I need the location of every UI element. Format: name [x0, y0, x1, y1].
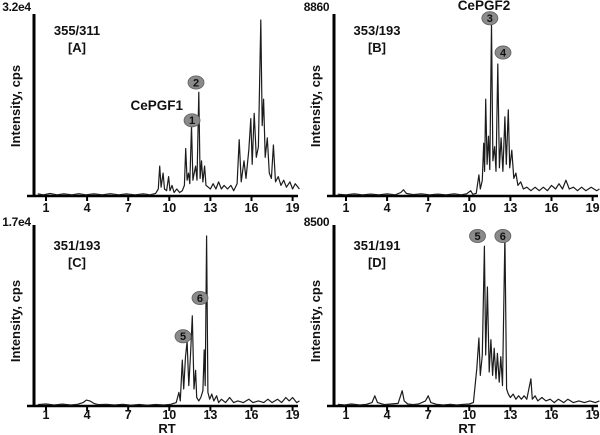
x-axis-label: RT: [158, 421, 176, 435]
x-tick-label: 7: [125, 408, 132, 422]
y-max-label: 8860: [303, 0, 330, 14]
y-max-label: 1.7e4: [2, 215, 31, 229]
x-tick-label: 16: [545, 201, 559, 215]
x-tick-label: 4: [384, 408, 391, 422]
peak-marker-2: [187, 75, 205, 90]
y-max-label: 3.2e4: [2, 0, 31, 14]
peak-marker-label-4: 4: [500, 47, 507, 59]
y-max-label: 8500: [303, 215, 330, 229]
x-tick-label: 1: [343, 201, 350, 215]
peak-marker-5: [174, 329, 192, 344]
peak-marker-label-5: 5: [474, 231, 480, 243]
x-tick-label: 4: [384, 201, 391, 215]
peak-marker-label-1: 1: [189, 115, 195, 127]
x-tick-label: 13: [503, 408, 517, 422]
x-tick-label: 1: [43, 408, 50, 422]
x-tick-label: 19: [286, 408, 300, 422]
x-tick-label: 19: [286, 201, 300, 215]
y-axis-label: Intensity, cps: [308, 64, 323, 148]
x-tick-label: 4: [84, 201, 91, 215]
panel-B: 1 4 7 10 13 16 19 CePGF2 3 4 8860 Intensity, cps …: [300, 0, 600, 215]
chromatogram-plot-C: 1 4 7 10 13 16 19 5 6: [27, 225, 300, 422]
y-axis-label: Intensity, cps: [8, 64, 23, 148]
x-tick-label: 16: [245, 408, 259, 422]
chromatogram-trace: [37, 235, 300, 406]
x-tick-label: 7: [425, 201, 432, 215]
panel-letter-label: [D]: [367, 255, 387, 270]
mz-transition-label: 351/191: [353, 238, 401, 253]
peak-marker-label-6: 6: [197, 293, 203, 305]
x-tick-label: 19: [586, 408, 600, 422]
peak-marker-5: [469, 228, 486, 243]
mz-transition-label: 353/193: [353, 23, 401, 38]
x-tick-label: 4: [84, 408, 91, 422]
x-tick-label: 7: [125, 201, 132, 215]
x-tick-label: 10: [462, 201, 476, 215]
panel-D: 1 4 7 10 13 16 19 5 6 8500 Intensity, cps 351/19…: [300, 215, 600, 435]
x-tick-label: 1: [343, 408, 350, 422]
chromatogram-trace: [337, 235, 600, 406]
peak-marker-label-3: 3: [487, 13, 493, 25]
panel-letter-label: [B]: [367, 40, 387, 55]
peak-marker-6: [191, 291, 209, 306]
peak-marker-3: [481, 11, 499, 26]
panel-letter-label: [A]: [67, 40, 87, 55]
x-tick-label: 10: [462, 408, 476, 422]
x-tick-label: 16: [545, 408, 559, 422]
y-axis-label: Intensity, cps: [8, 279, 23, 363]
x-axis-label: RT: [458, 421, 476, 435]
mz-transition-label: 355/311: [53, 23, 101, 38]
panel-letter-label: [C]: [67, 255, 87, 270]
chromatogram-trace: [337, 22, 600, 196]
peak-marker-1: [183, 113, 201, 128]
mz-transition-label: 351/193: [53, 238, 101, 253]
peak-marker-label-6: 6: [500, 231, 506, 243]
x-tick-label: 10: [162, 201, 176, 215]
chromatogram-plot-D: 1 4 7 10 13 16 19 5 6: [327, 225, 600, 422]
panel-C: 1 4 7 10 13 16 19 5 6 1.7e4 Intensity, cps 351/1…: [0, 215, 300, 435]
x-tick-label: 7: [425, 408, 432, 422]
peak-marker-label-2: 2: [193, 77, 199, 89]
x-tick-label: 13: [203, 408, 217, 422]
peak-marker-4: [494, 45, 512, 60]
compound-label: CePGF2: [458, 0, 511, 13]
panel-A: 1 4 7 10 13 16 19 CePGF1 1 2 3.2e4 Intensity, cps…: [0, 0, 300, 215]
chromatogram-plot-A: 1 4 7 10 13 16 19 CePGF1 1 2: [27, 14, 300, 215]
y-axis-label: Intensity, cps: [308, 279, 323, 363]
compound-label: CePGF1: [130, 98, 183, 113]
peak-marker-label-5: 5: [180, 331, 186, 343]
chromatogram-trace: [37, 19, 300, 196]
x-tick-label: 1: [43, 201, 50, 215]
x-tick-label: 10: [162, 408, 176, 422]
x-tick-label: 13: [503, 201, 517, 215]
x-tick-label: 13: [203, 201, 217, 215]
peak-marker-6: [494, 228, 512, 243]
x-tick-label: 16: [245, 201, 259, 215]
x-tick-label: 19: [586, 201, 600, 215]
